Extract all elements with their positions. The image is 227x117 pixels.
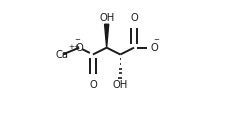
Text: O: O: [130, 13, 138, 22]
Text: Ca: Ca: [55, 49, 68, 60]
Text: O: O: [151, 43, 158, 53]
Text: OH: OH: [113, 80, 128, 90]
Text: ++: ++: [68, 44, 79, 50]
Text: −: −: [75, 37, 80, 43]
Text: O: O: [76, 43, 84, 53]
Polygon shape: [105, 24, 109, 48]
Text: −: −: [153, 37, 159, 43]
Text: O: O: [89, 80, 97, 90]
Text: OH: OH: [99, 13, 114, 22]
